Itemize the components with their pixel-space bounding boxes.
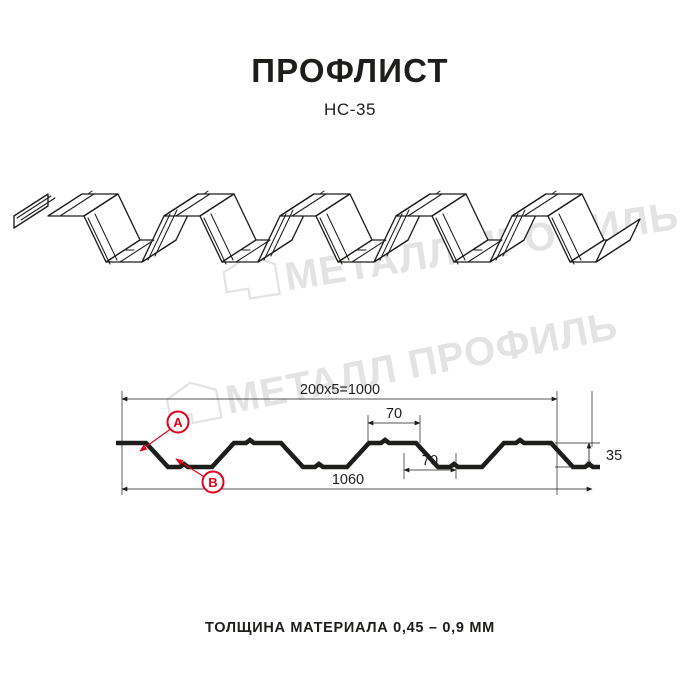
dimension-total-width-label: 1060 — [332, 472, 364, 488]
material-thickness-note: ТОЛЩИНА МАТЕРИАЛА 0,45 – 0,9 ММ — [205, 620, 495, 636]
dimension-top-flange-label: 70 — [386, 406, 402, 422]
page-title: ПРОФЛИСТ — [251, 52, 449, 89]
callout-a-marker — [166, 410, 190, 434]
product-model: НС-35 — [323, 100, 377, 119]
profile-outline — [116, 437, 600, 470]
dimension-labels: 200x5=1000 70 70 35 1060 — [300, 382, 622, 488]
callout-b-leader — [175, 458, 207, 479]
callout-b-label: B — [208, 475, 217, 490]
callout-b-marker — [201, 470, 225, 494]
callout-group: A B — [139, 410, 225, 494]
dimension-pitch-label: 200x5=1000 — [300, 382, 380, 398]
iso-fold-lines — [16, 190, 582, 265]
isometric-view — [0, 180, 700, 320]
dimension-lines — [121, 396, 593, 492]
iso-sheet-body — [13, 193, 641, 263]
cross-section-view: 200x5=1000 70 70 35 1060 A B — [0, 375, 700, 510]
dimension-height-label: 35 — [606, 448, 622, 464]
callout-a-leader — [139, 427, 173, 452]
callout-a-label: A — [173, 415, 183, 430]
